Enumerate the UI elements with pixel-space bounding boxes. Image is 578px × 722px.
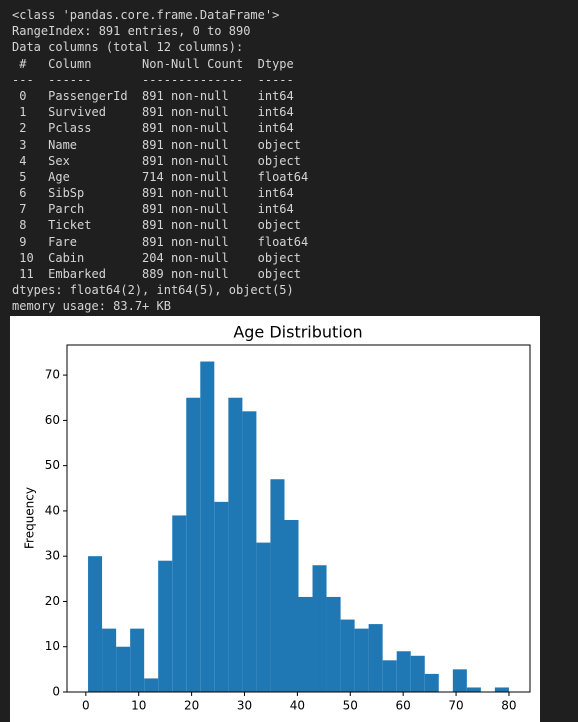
info-line: RangeIndex: 891 entries, 0 to 890	[12, 24, 251, 39]
info-line: <class 'pandas.core.frame.DataFrame'>	[12, 8, 280, 22]
bar	[410, 655, 425, 692]
y-tick-label: 10	[45, 639, 60, 653]
y-tick-label: 40	[45, 503, 60, 517]
bar	[228, 397, 243, 692]
x-tick-label: 20	[184, 699, 199, 713]
x-tick-label: 60	[396, 699, 411, 713]
x-tick-label: 50	[343, 699, 358, 713]
bar	[116, 646, 131, 692]
bar	[214, 501, 229, 692]
bar	[382, 660, 397, 692]
info-line: 0 PassengerId 891 non-null int64	[12, 88, 309, 103]
info-line: 5 Age 714 non-null float64	[12, 169, 309, 184]
y-tick-label: 60	[45, 413, 60, 427]
bar	[242, 411, 257, 692]
info-line: 4 Sex 891 non-null object	[12, 153, 309, 168]
y-tick-label: 30	[45, 549, 60, 563]
info-line: 10 Cabin 204 non-null object	[12, 250, 309, 265]
x-tick-label: 70	[448, 699, 463, 713]
info-line: --- ------ -------------- -----	[12, 72, 309, 87]
y-tick-label: 0	[52, 685, 60, 699]
bar	[312, 565, 327, 692]
y-tick-label: 70	[45, 368, 60, 382]
bar	[466, 687, 481, 692]
chart-title: Age Distribution	[233, 323, 362, 342]
info-line: dtypes: float64(2), int64(5), object(5)	[12, 283, 294, 298]
bar	[256, 542, 271, 692]
info-line: 11 Embarked 889 non-null object	[12, 267, 309, 281]
bar	[326, 596, 341, 692]
bar	[340, 619, 355, 692]
y-axis-label: Frequency	[23, 487, 37, 549]
info-line: memory usage: 83.7+ KB	[12, 299, 171, 314]
info-line: # Column Non-Null Count Dtype	[12, 56, 309, 71]
bar	[424, 673, 439, 692]
x-tick-label: 0	[82, 699, 90, 713]
x-tick-label: 80	[501, 699, 516, 713]
info-line: 1 Survived 891 non-null int64	[12, 105, 309, 120]
y-tick-label: 20	[45, 594, 60, 608]
bar	[298, 596, 313, 692]
bar	[144, 678, 159, 692]
bar	[396, 651, 411, 692]
bar	[284, 519, 299, 692]
x-tick-label: 40	[290, 699, 305, 713]
info-line: 2 Pclass 891 non-null int64	[12, 121, 309, 136]
bar	[172, 515, 187, 692]
info-line: 3 Name 891 non-null object	[12, 137, 309, 152]
bar	[158, 560, 173, 692]
bar	[88, 556, 103, 692]
info-line: 7 Parch 891 non-null int64	[12, 202, 309, 217]
bar	[186, 397, 201, 692]
info-text: <class 'pandas.core.frame.DataFrame'> Ran…	[12, 7, 308, 315]
x-tick-label: 10	[131, 699, 146, 713]
bar	[354, 628, 369, 692]
info-line: 6 SibSp 891 non-null int64	[12, 186, 309, 201]
bar	[452, 669, 467, 692]
bar	[200, 361, 215, 692]
bar	[494, 687, 509, 692]
info-line: Data columns (total 12 columns):	[12, 40, 244, 55]
info-line: 9 Fare 891 non-null float64	[12, 234, 309, 249]
bar	[270, 479, 285, 692]
x-tick-label: 30	[237, 699, 252, 713]
chart: Age Distribution Frequency 0 10 20 30 40 50 60…	[10, 316, 540, 722]
info-line: 8 Ticket 891 non-null object	[12, 218, 309, 233]
y-tick-label: 50	[45, 458, 60, 472]
bar	[130, 628, 145, 692]
bar	[102, 628, 117, 692]
bar	[368, 624, 383, 692]
axes-frame	[66, 344, 531, 693]
